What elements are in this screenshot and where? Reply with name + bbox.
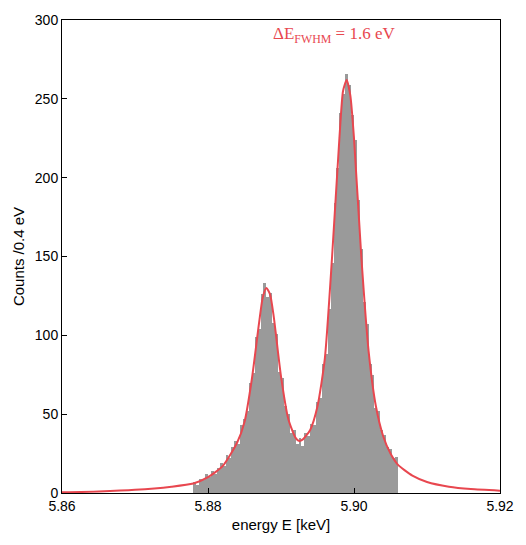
svg-text:5.92: 5.92 (486, 498, 513, 514)
svg-text:5.88: 5.88 (194, 498, 221, 514)
svg-text:250: 250 (35, 91, 59, 107)
svg-text:energy E [keV]: energy E [keV] (232, 516, 330, 533)
svg-text:0: 0 (50, 485, 58, 501)
svg-text:Counts /0.4 eV: Counts /0.4 eV (10, 207, 27, 306)
svg-text:100: 100 (35, 327, 59, 343)
svg-text:5.90: 5.90 (340, 498, 367, 514)
svg-text:5.86: 5.86 (48, 498, 75, 514)
svg-text:300: 300 (35, 12, 59, 28)
svg-text:200: 200 (35, 170, 59, 186)
svg-text:150: 150 (35, 248, 59, 264)
svg-text:50: 50 (43, 406, 59, 422)
svg-text:ΔE​FWHM​ = 1.6 eV: ΔE​FWHM​ = 1.6 eV (273, 24, 395, 46)
